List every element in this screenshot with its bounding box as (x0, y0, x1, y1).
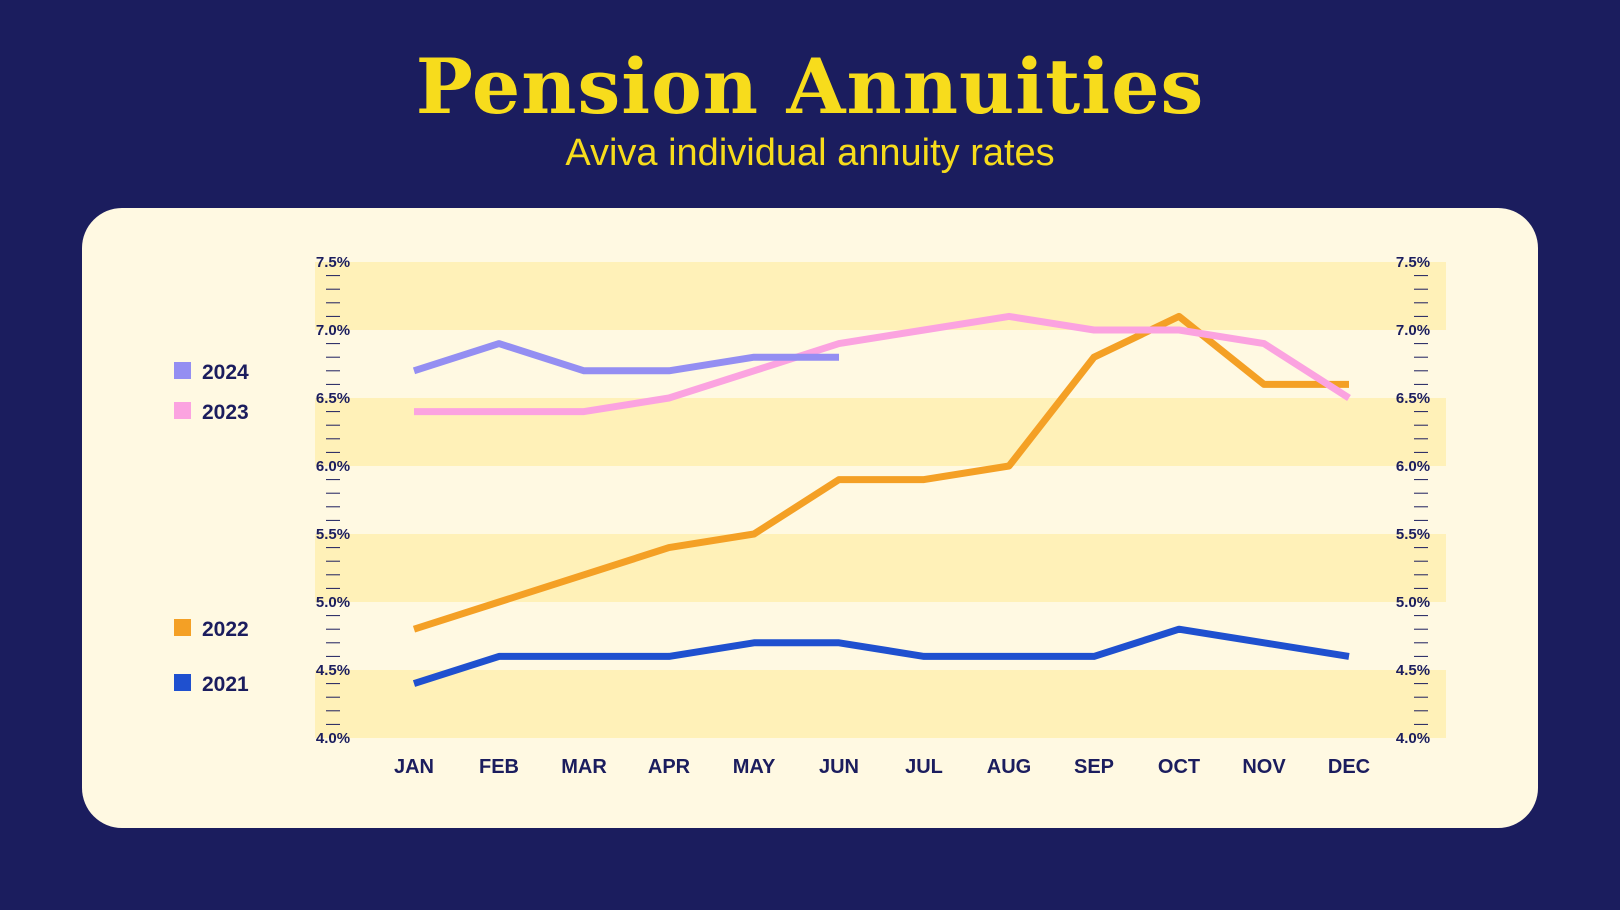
legend-swatch-2023 (174, 402, 191, 419)
y-tick-label-right: 5.5% (1396, 526, 1430, 543)
y-axis-labels: 4.0% 4.0% 4.5% 4.5% 5.0% 5.0% 5.5% 5.5% 6.0% 6.0%… (316, 254, 1430, 747)
y-tick-label-right: 6.0% (1396, 458, 1430, 475)
x-tick-label-jun: JUN (819, 756, 859, 778)
background-bands (315, 262, 1446, 738)
series-line-2021 (412, 625, 1350, 687)
x-axis-labels: JAN FEB MAR APR MAY JUN JUL AUG SEP OCT NOV DEC (394, 756, 1370, 778)
x-tick-label-nov: NOV (1242, 756, 1286, 778)
x-tick-label-jul: JUL (905, 756, 943, 778)
series-line-2024 (412, 340, 839, 375)
x-tick-label-jan: JAN (394, 756, 434, 778)
series-lines (412, 312, 1351, 687)
x-tick-label-dec: DEC (1328, 756, 1370, 778)
minor-ticks (326, 275, 1428, 725)
x-tick-label-may: MAY (733, 756, 776, 778)
y-tick-label-left: 4.0% (316, 730, 350, 747)
band-2 (315, 534, 1446, 602)
legend-label-2023: 2023 (202, 401, 249, 424)
x-tick-label-apr: APR (648, 756, 691, 778)
legend-label-2024: 2024 (202, 361, 249, 384)
y-tick-label-left: 7.5% (316, 254, 350, 271)
y-tick-label-left: 7.0% (316, 322, 350, 339)
chart-panel: 4.0% 4.0% 4.5% 4.5% 5.0% 5.0% 5.5% 5.5% 6.0% 6.0%… (82, 208, 1538, 828)
band-0 (315, 670, 1446, 738)
y-tick-label-right: 6.5% (1396, 390, 1430, 407)
chart-subtitle: Aviva individual annuity rates (565, 132, 1055, 174)
legend-swatch-2022 (174, 619, 191, 636)
legend-label-2021: 2021 (202, 673, 249, 696)
y-tick-label-left: 6.5% (316, 390, 350, 407)
legend-label-2022: 2022 (202, 618, 249, 641)
y-tick-label-right: 7.5% (1396, 254, 1430, 271)
y-tick-label-right: 4.5% (1396, 662, 1430, 679)
x-tick-label-sep: SEP (1074, 756, 1114, 778)
x-tick-label-aug: AUG (987, 756, 1031, 778)
series-line-2022 (412, 312, 1349, 633)
legend: 2024 2023 2022 2021 (174, 361, 249, 696)
y-tick-label-left: 5.0% (316, 594, 350, 611)
x-tick-label-mar: MAR (561, 756, 607, 778)
series-line-2023 (414, 312, 1351, 416)
y-tick-label-right: 5.0% (1396, 594, 1430, 611)
y-tick-label-right: 7.0% (1396, 322, 1430, 339)
legend-swatch-2024 (174, 362, 191, 379)
line-chart: 4.0% 4.0% 4.5% 4.5% 5.0% 5.0% 5.5% 5.5% 6.0% 6.0%… (174, 254, 1446, 778)
x-tick-label-feb: FEB (479, 756, 519, 778)
legend-swatch-2021 (174, 674, 191, 691)
y-tick-label-left: 5.5% (316, 526, 350, 543)
y-tick-label-right: 4.0% (1396, 730, 1430, 747)
y-tick-label-left: 6.0% (316, 458, 350, 475)
band-6 (315, 262, 1446, 330)
chart-title: Pension Annuities (415, 42, 1205, 131)
y-tick-label-left: 4.5% (316, 662, 350, 679)
x-tick-label-oct: OCT (1158, 756, 1200, 778)
